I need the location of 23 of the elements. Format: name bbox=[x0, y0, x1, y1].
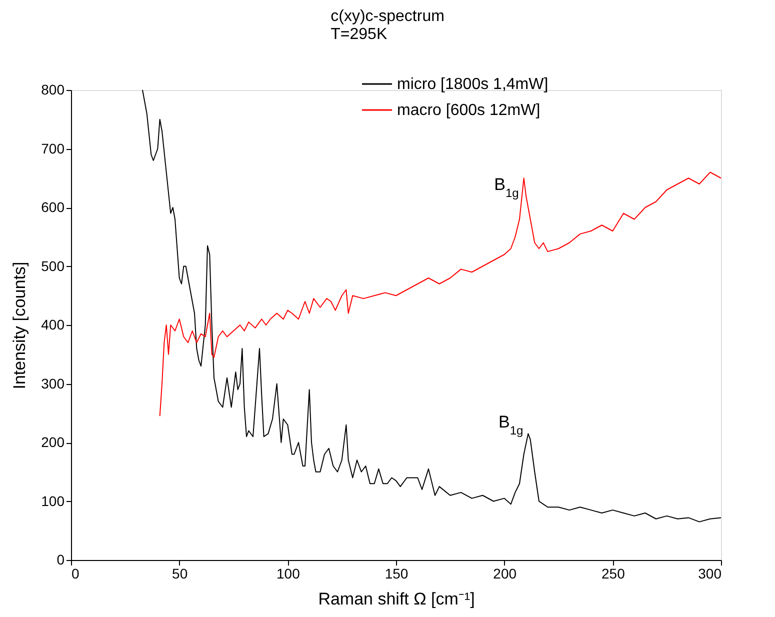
x-tick-label: 50 bbox=[172, 566, 188, 582]
x-axis-title: Raman shift Ω [cm⁻¹] bbox=[318, 590, 475, 608]
legend-label: macro [600s 12mW] bbox=[397, 102, 540, 119]
line-series bbox=[159, 172, 722, 417]
y-tick-label: 100 bbox=[41, 492, 65, 509]
x-tick-label: 0 bbox=[72, 566, 80, 582]
x-tick-label: 150 bbox=[384, 566, 408, 582]
y-tick-label: 200 bbox=[41, 434, 65, 450]
x-tick-label: 250 bbox=[601, 566, 626, 582]
y-axis-title: Intensity [counts] bbox=[10, 262, 30, 390]
x-tick-label: 100 bbox=[276, 566, 300, 582]
chart-title: c(xy)c-spectrum bbox=[330, 8, 444, 25]
y-tick-label: 500 bbox=[41, 258, 65, 274]
y-tick-label: 800 bbox=[41, 82, 65, 98]
y-tick-label: 400 bbox=[41, 316, 65, 332]
y-tick-label: 300 bbox=[41, 375, 65, 392]
chart-subtitle: T=295K bbox=[330, 26, 388, 43]
y-tick-label: 0 bbox=[56, 552, 65, 568]
x-tick-label: 200 bbox=[493, 566, 517, 582]
x-tick-label: 300 bbox=[698, 566, 722, 582]
y-tick-label: 700 bbox=[41, 140, 65, 156]
y-tick-label: 600 bbox=[41, 199, 65, 215]
legend-label: micro [1800s 1,4mW] bbox=[397, 76, 548, 93]
